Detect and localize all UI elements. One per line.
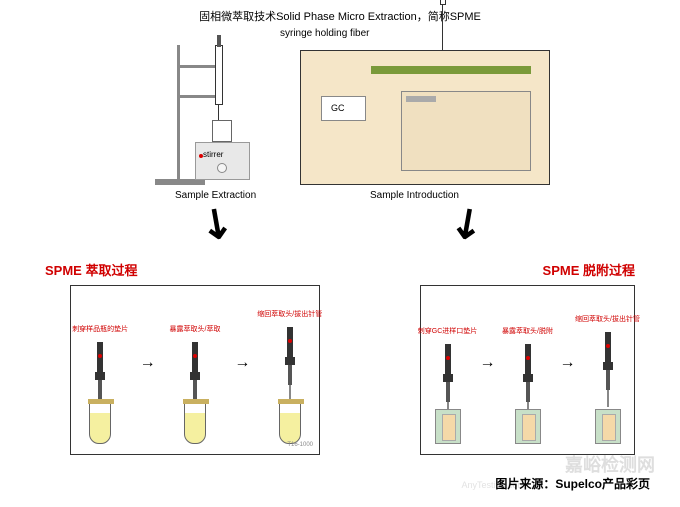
stirrer-box bbox=[195, 142, 250, 180]
fiber-assembly bbox=[442, 344, 454, 419]
arrow-to-extraction-icon: ↘ bbox=[190, 195, 244, 252]
extraction-panel: 刺穿样品瓶的垫片 → 暴露萃取头/萃取 → 缩回萃取头/拔出针管 T16-100… bbox=[70, 285, 320, 455]
arrow-icon: → bbox=[480, 354, 496, 402]
arrow-to-desorption-icon: ↘ bbox=[440, 195, 494, 252]
gc-label: GC bbox=[331, 103, 345, 113]
introduction-caption: Sample Introduction bbox=[370, 190, 459, 201]
gc-syringe bbox=[440, 0, 446, 5]
step-label: 暴露萃取头/脱附 bbox=[502, 326, 553, 336]
gc-injection-port bbox=[435, 409, 461, 444]
gc-injection-port bbox=[595, 409, 621, 444]
syringe-plunger bbox=[217, 35, 221, 47]
extraction-step-3: 缩回萃取头/拔出针管 bbox=[279, 327, 301, 444]
stirrer-label: stirrer bbox=[203, 150, 223, 159]
stand-clamp bbox=[180, 65, 220, 68]
desorption-step-3: 缩回萃取头/拔出针管 bbox=[595, 332, 621, 444]
syringe-label: syringe holding fiber bbox=[280, 28, 370, 39]
step-label: 暴露萃取头/萃取 bbox=[170, 324, 221, 334]
sample-vial bbox=[89, 402, 111, 444]
extraction-step-2: 暴露萃取头/萃取 bbox=[184, 342, 206, 444]
watermark: 嘉峪检测网 bbox=[565, 451, 655, 477]
panel-footnote: T16-1000 bbox=[287, 442, 313, 448]
gc-door-handle bbox=[406, 96, 436, 102]
gc-instrument: GC bbox=[300, 50, 550, 185]
stirrer-knob bbox=[217, 163, 227, 173]
sample-extraction-diagram: stirrer bbox=[155, 35, 275, 185]
step-label: 刺穿样品瓶的垫片 bbox=[72, 324, 128, 334]
sample-vial bbox=[279, 402, 301, 444]
desorption-step-1: 刺穿GC进样口垫片 bbox=[435, 344, 461, 444]
stand-clamp-lower bbox=[180, 95, 220, 98]
sample-vial bbox=[212, 120, 232, 142]
desorption-process-title: SPME 脱附过程 bbox=[543, 260, 635, 279]
step-label: 缩回萃取头/拔出针管 bbox=[575, 314, 640, 324]
gc-display-strip bbox=[371, 66, 531, 74]
image-source: 图片来源：Supelco产品彩页 bbox=[495, 475, 650, 492]
extraction-step-1: 刺穿样品瓶的垫片 bbox=[89, 342, 111, 444]
extraction-process-title: SPME 萃取过程 bbox=[45, 260, 137, 279]
arrow-icon: → bbox=[140, 354, 156, 402]
syringe-body bbox=[215, 45, 223, 105]
desorption-panel: 刺穿GC进样口垫片 → 暴露萃取头/脱附 → 缩回萃取头/拔出针管 bbox=[420, 285, 635, 455]
arrow-icon: → bbox=[560, 354, 576, 402]
gc-injection-port bbox=[515, 409, 541, 444]
fiber-assembly bbox=[522, 344, 534, 419]
arrow-icon: → bbox=[234, 354, 250, 402]
step-label: 缩回萃取头/拔出针管 bbox=[257, 309, 322, 319]
gc-oven-door bbox=[401, 91, 531, 171]
step-label: 刺穿GC进样口垫片 bbox=[418, 326, 478, 336]
fiber-assembly bbox=[602, 332, 614, 407]
sample-vial bbox=[184, 402, 206, 444]
desorption-step-2: 暴露萃取头/脱附 bbox=[515, 344, 541, 444]
main-title: 固相微萃取技术Solid Phase Micro Extraction，简称SP… bbox=[0, 8, 680, 24]
fiber-assembly bbox=[284, 327, 296, 402]
